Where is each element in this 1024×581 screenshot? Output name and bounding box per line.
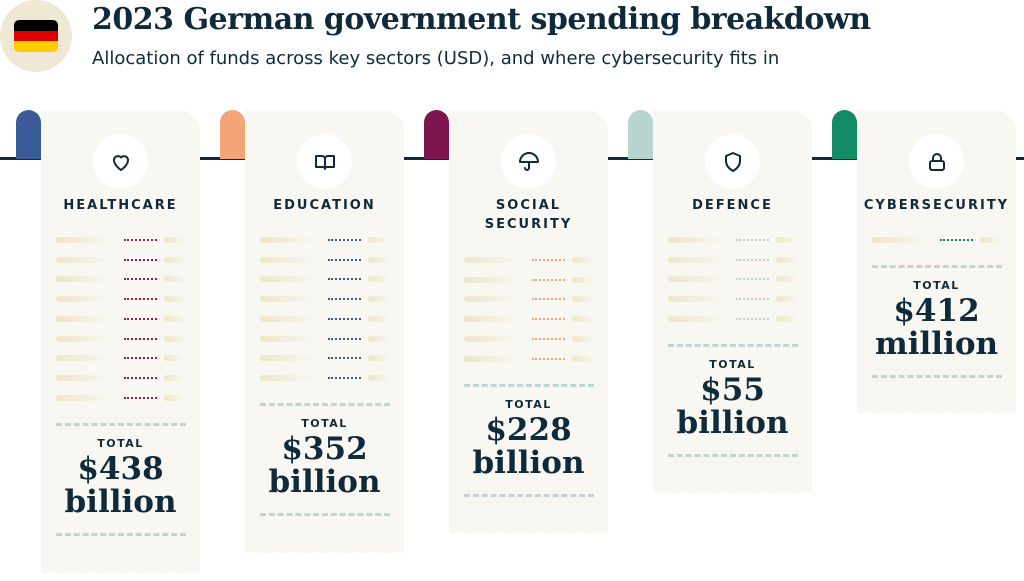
germany-flag-icon [14, 20, 58, 52]
total-amount: $352 billion [245, 430, 404, 500]
line-item [260, 256, 390, 263]
line-item [464, 316, 594, 323]
line-item [56, 355, 186, 362]
sector-name: SOCIAL SECURITY [484, 198, 573, 232]
amount-unit: billion [472, 444, 585, 481]
sector-card-defence: DEFENCE TOTAL $55 billion [653, 110, 812, 498]
separator [464, 383, 594, 387]
amount-unit: million [874, 326, 999, 362]
line-item [464, 276, 594, 283]
amount-value: $438 [77, 450, 164, 487]
sector-card-education: EDUCATION TOTAL $352 billion [245, 110, 404, 558]
umbrella-icon [518, 151, 539, 171]
receipt-edge [857, 408, 1016, 418]
amount-unit: billion [268, 463, 381, 500]
receipt-edge [449, 528, 608, 538]
total-amount: $55 billion [653, 371, 812, 441]
line-item [56, 335, 186, 342]
line-item [260, 355, 390, 362]
sector-tab [424, 110, 449, 159]
line-item [56, 374, 186, 381]
total-label: TOTAL [97, 436, 144, 450]
line-item [464, 335, 594, 342]
amount-value: $55 [700, 371, 765, 408]
amount-value: $228 [485, 411, 572, 448]
line-item [260, 374, 390, 381]
line-item [56, 256, 186, 263]
total-label: TOTAL [709, 357, 756, 371]
line-item [872, 237, 1002, 243]
line-item [668, 256, 798, 263]
separator [464, 493, 594, 497]
book-icon [314, 154, 335, 170]
icon-circle [705, 134, 760, 189]
receipt-edge [41, 568, 200, 578]
line-item [668, 237, 798, 243]
separator [872, 265, 1002, 268]
separator [260, 512, 390, 516]
line-item [260, 315, 390, 322]
icon-circle [297, 134, 352, 189]
amount-unit: billion [64, 483, 177, 520]
line-item [668, 315, 798, 322]
sector-card-healthcare: HEALTHCARE TOTAL $438 billion [41, 110, 200, 578]
line-item [464, 257, 594, 263]
lock-icon [928, 152, 945, 171]
receipt-edge [653, 488, 812, 498]
line-item [464, 296, 594, 303]
shield-icon [724, 151, 741, 172]
heart-icon [112, 154, 129, 171]
total-label: TOTAL [913, 279, 960, 292]
separator [668, 343, 798, 347]
total-label: TOTAL [505, 397, 552, 411]
sector-card-social-security: SOCIAL SECURITY TOTAL $228 billion [449, 110, 608, 538]
line-item [56, 276, 186, 283]
separator [260, 402, 390, 406]
sector-tab [628, 110, 653, 159]
page-title: 2023 German government spending breakdow… [92, 2, 871, 37]
sector-tab [16, 110, 41, 159]
sector-card-cybersecurity: CYBERSECURITY TOTAL $412 million [857, 110, 1016, 418]
sector-tab [832, 110, 857, 159]
page-subtitle: Allocation of funds across key sectors (… [92, 48, 780, 69]
receipt-edge [245, 548, 404, 558]
line-item [260, 296, 390, 303]
line-item [56, 315, 186, 322]
total-amount: $438 billion [41, 450, 200, 520]
amount-value: $352 [281, 430, 368, 467]
sector-name: HEALTHCARE [63, 198, 178, 213]
line-item [56, 237, 186, 243]
line-item [668, 276, 798, 283]
sector-name: CYBERSECURITY [863, 198, 1010, 213]
icon-circle [501, 134, 556, 189]
total-amount: $412 million [857, 295, 1016, 361]
flag-badge [0, 0, 72, 72]
total-amount: $228 billion [449, 411, 608, 481]
line-item [260, 335, 390, 342]
line-item [260, 237, 390, 243]
sector-tab [220, 110, 245, 159]
amount-unit: billion [676, 404, 789, 441]
separator [56, 532, 186, 536]
sector-name: EDUCATION [273, 198, 376, 213]
amount-value: $412 [893, 293, 980, 329]
icon-circle [909, 134, 964, 189]
line-item [56, 394, 186, 401]
line-item [260, 276, 390, 283]
separator [56, 422, 186, 426]
separator [668, 453, 798, 457]
sector-name: DEFENCE [692, 198, 773, 213]
line-item [56, 296, 186, 303]
divider-line [1016, 157, 1024, 160]
icon-circle [93, 134, 148, 189]
separator [872, 375, 1002, 378]
line-item [464, 355, 594, 362]
line-item [668, 296, 798, 303]
total-label: TOTAL [301, 416, 348, 430]
